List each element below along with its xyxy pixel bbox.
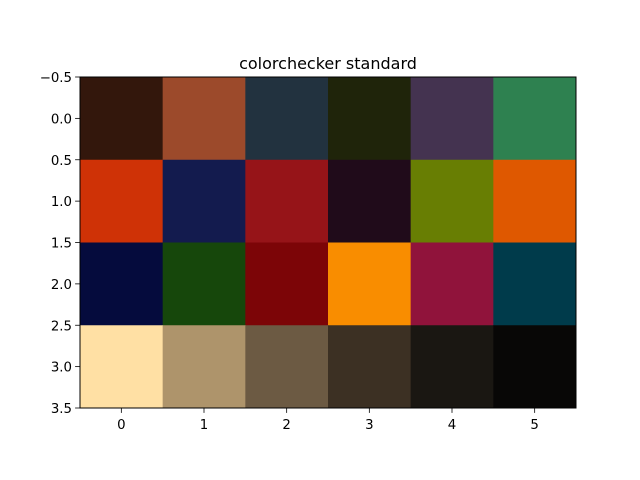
x-tick-label: 1 [200,418,208,433]
heatmap-cell-r1-c5 [493,159,577,243]
heatmap-cell-r0-c3 [328,77,412,161]
y-tick-label: 1.5 [51,237,72,252]
y-axis: −0.5 0.0 0.5 1.0 1.5 2.0 2.5 3.0 3.5 [40,71,80,417]
heatmap-cell-r2-c3 [328,242,412,326]
heatmap-cell-r0-c5 [493,77,577,161]
x-axis: 0 1 2 3 4 5 [117,408,539,433]
x-tick-label: 3 [365,418,373,433]
x-tick-label: 4 [448,418,456,433]
heatmap-cell-r3-c2 [245,325,329,409]
heatmap-cell-r0-c0 [80,77,164,161]
x-tick-label: 0 [117,418,125,433]
heatmap-cell-r0-c4 [410,77,494,161]
heatmap-cell-r2-c1 [162,242,246,326]
heatmap-cell-r2-c4 [410,242,494,326]
heatmap-cell-r1-c2 [245,159,329,243]
y-tick-label: 0.5 [51,154,72,169]
chart-title: colorchecker standard [239,54,417,73]
x-tick-label: 5 [530,418,538,433]
y-tick-label: 0.0 [51,112,72,127]
heatmap-cell-r0-c1 [162,77,246,161]
heatmap-cell-r3-c1 [162,325,246,409]
heatmap-cell-r3-c4 [410,325,494,409]
y-tick-label: 3.5 [51,402,72,417]
y-tick-label: −0.5 [40,71,72,86]
heatmap-cell-r3-c3 [328,325,412,409]
heatmap-cell-r0-c2 [245,77,329,161]
y-tick-label: 3.0 [51,361,72,376]
heatmap-cell-r1-c1 [162,159,246,243]
y-tick-label: 2.0 [51,278,72,293]
heatmap-cell-r1-c3 [328,159,412,243]
heatmap-cell-r1-c0 [80,159,164,243]
heatmap-cell-r3-c0 [80,325,164,409]
heatmap-cell-r2-c0 [80,242,164,326]
heatmap-cell-r2-c2 [245,242,329,326]
heatmap-cell-r2-c5 [493,242,577,326]
heatmap-cell-r3-c5 [493,325,577,409]
heatmap-cells [80,77,577,409]
y-tick-label: 1.0 [51,195,72,210]
x-tick-label: 2 [282,418,290,433]
y-tick-label: 2.5 [51,319,72,334]
heatmap-cell-r1-c4 [410,159,494,243]
